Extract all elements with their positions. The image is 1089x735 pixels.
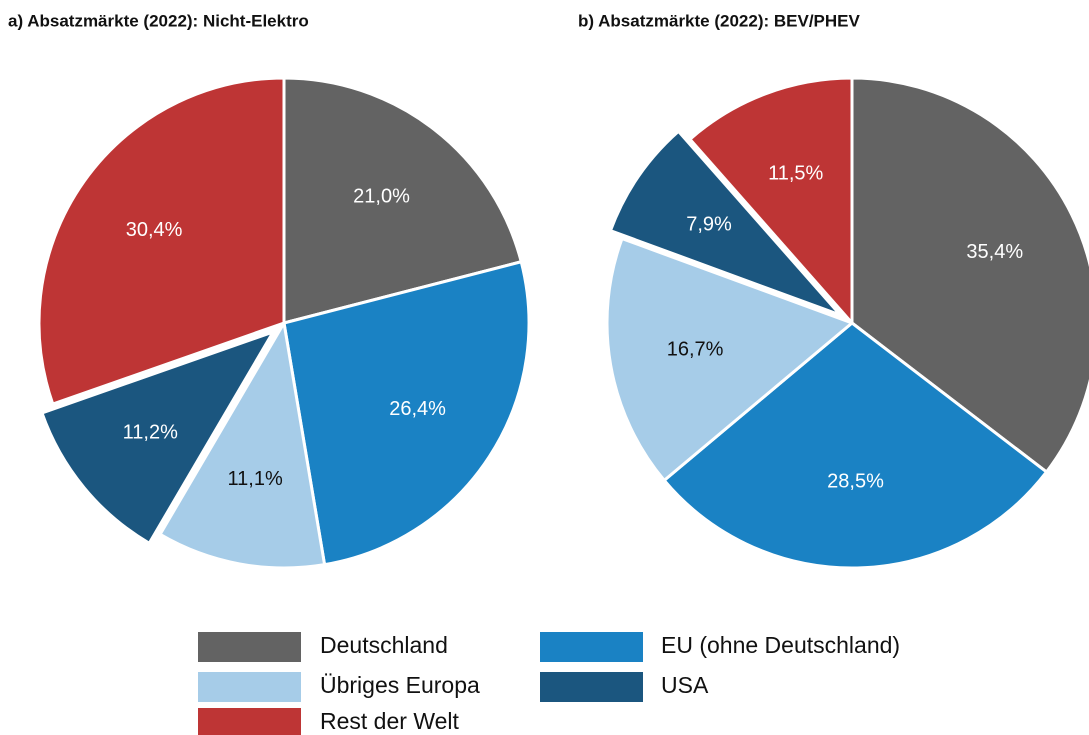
pie-slice [40, 330, 275, 545]
legend-label: EU (ohne Deutschland) [661, 632, 900, 658]
pie-slice [605, 237, 854, 482]
data-label: 28,5% [827, 470, 884, 492]
data-label: 7,9% [686, 213, 732, 235]
chart-title: a) Absatzmärkte (2022): Nicht-Elektro [8, 11, 309, 30]
legend-label: USA [661, 672, 709, 698]
legend-label: Rest der Welt [320, 708, 460, 734]
data-label: 11,1% [228, 468, 283, 490]
legend-swatch [540, 672, 643, 702]
legend-label: Übriges Europa [320, 672, 480, 698]
legend-swatch [198, 632, 301, 662]
pie-slice [608, 129, 842, 317]
pie-slice [158, 321, 327, 570]
data-label: 26,4% [389, 398, 446, 420]
pie-slice [850, 76, 1089, 474]
data-label: 30,4% [126, 219, 183, 241]
data-label: 11,2% [123, 421, 178, 443]
chart-title: b) Absatzmärkte (2022): BEV/PHEV [578, 11, 861, 30]
pie-slice [37, 76, 286, 406]
pie-slice [282, 76, 523, 325]
data-label: 21,0% [353, 185, 410, 207]
data-label: 11,5% [768, 162, 823, 184]
legend-swatch [540, 632, 643, 662]
data-label: 16,7% [667, 339, 724, 361]
pie-slice [688, 76, 854, 325]
legend-swatch [198, 672, 301, 702]
legend-swatch [198, 708, 301, 735]
pie-slice [662, 321, 1049, 570]
data-label: 35,4% [966, 241, 1023, 263]
pie-slice [282, 260, 531, 567]
legend-label: Deutschland [320, 632, 448, 658]
